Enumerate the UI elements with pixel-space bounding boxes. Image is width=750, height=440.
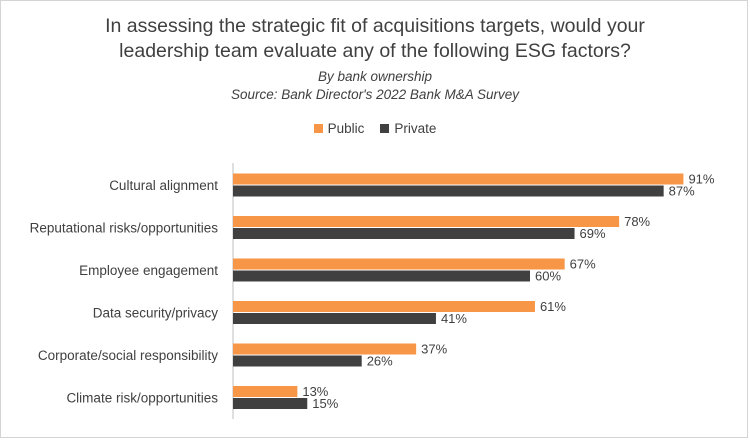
data-label-public: 61% — [540, 299, 566, 314]
bar-public — [233, 173, 684, 185]
data-label-public: 78% — [624, 214, 650, 229]
legend-item-private: Private — [380, 121, 436, 136]
chart-title-line-1: In assessing the strategic fit of acquis… — [105, 15, 645, 37]
bar-public — [233, 258, 565, 270]
category-label: Climate risk/opportunities — [66, 391, 218, 406]
category-label: Data security/privacy — [93, 306, 219, 321]
bar-public — [233, 343, 417, 355]
data-label-private: 41% — [441, 311, 467, 326]
data-label-private: 26% — [367, 354, 393, 369]
data-label-private: 69% — [580, 226, 606, 241]
data-label-public: 13% — [302, 384, 328, 399]
legend-label-private: Private — [394, 121, 437, 136]
bar-private — [233, 228, 575, 239]
data-label-private: 87% — [669, 184, 695, 199]
category-label: Cultural alignment — [109, 178, 218, 193]
legend-item-public: Public — [313, 121, 365, 136]
chart-subtitle: By bank ownership Source: Bank Director'… — [0, 68, 750, 104]
bar-public — [233, 301, 535, 312]
data-label-private: 15% — [312, 396, 338, 411]
legend-swatch-public — [313, 124, 323, 133]
chart-legend: Public Private — [0, 121, 750, 136]
category-label: Corporate/social responsibility — [38, 348, 218, 363]
legend-label-public: Public — [327, 121, 365, 136]
bar-private — [233, 398, 308, 409]
bar-private — [233, 355, 362, 367]
data-label-public: 67% — [570, 257, 596, 272]
bar-private — [233, 270, 530, 282]
category-label: Employee engagement — [79, 263, 218, 278]
data-label-public: 37% — [421, 342, 447, 357]
chart-subtitle-line-2: Source: Bank Director's 2022 Bank M&A Su… — [231, 87, 519, 102]
data-label-public: 91% — [688, 172, 714, 187]
chart-title: In assessing the strategic fit of acquis… — [0, 14, 750, 64]
chart-title-line-2: leadership team evaluate any of the foll… — [119, 40, 631, 62]
chart-subtitle-line-1: By bank ownership — [317, 69, 433, 84]
data-label-private: 60% — [535, 269, 561, 284]
category-label: Reputational risks/opportunities — [30, 221, 219, 236]
bar-public — [233, 216, 620, 227]
legend-swatch-private — [380, 124, 390, 133]
bar-public — [233, 386, 298, 397]
bar-private — [233, 313, 436, 324]
bar-private — [233, 185, 664, 197]
